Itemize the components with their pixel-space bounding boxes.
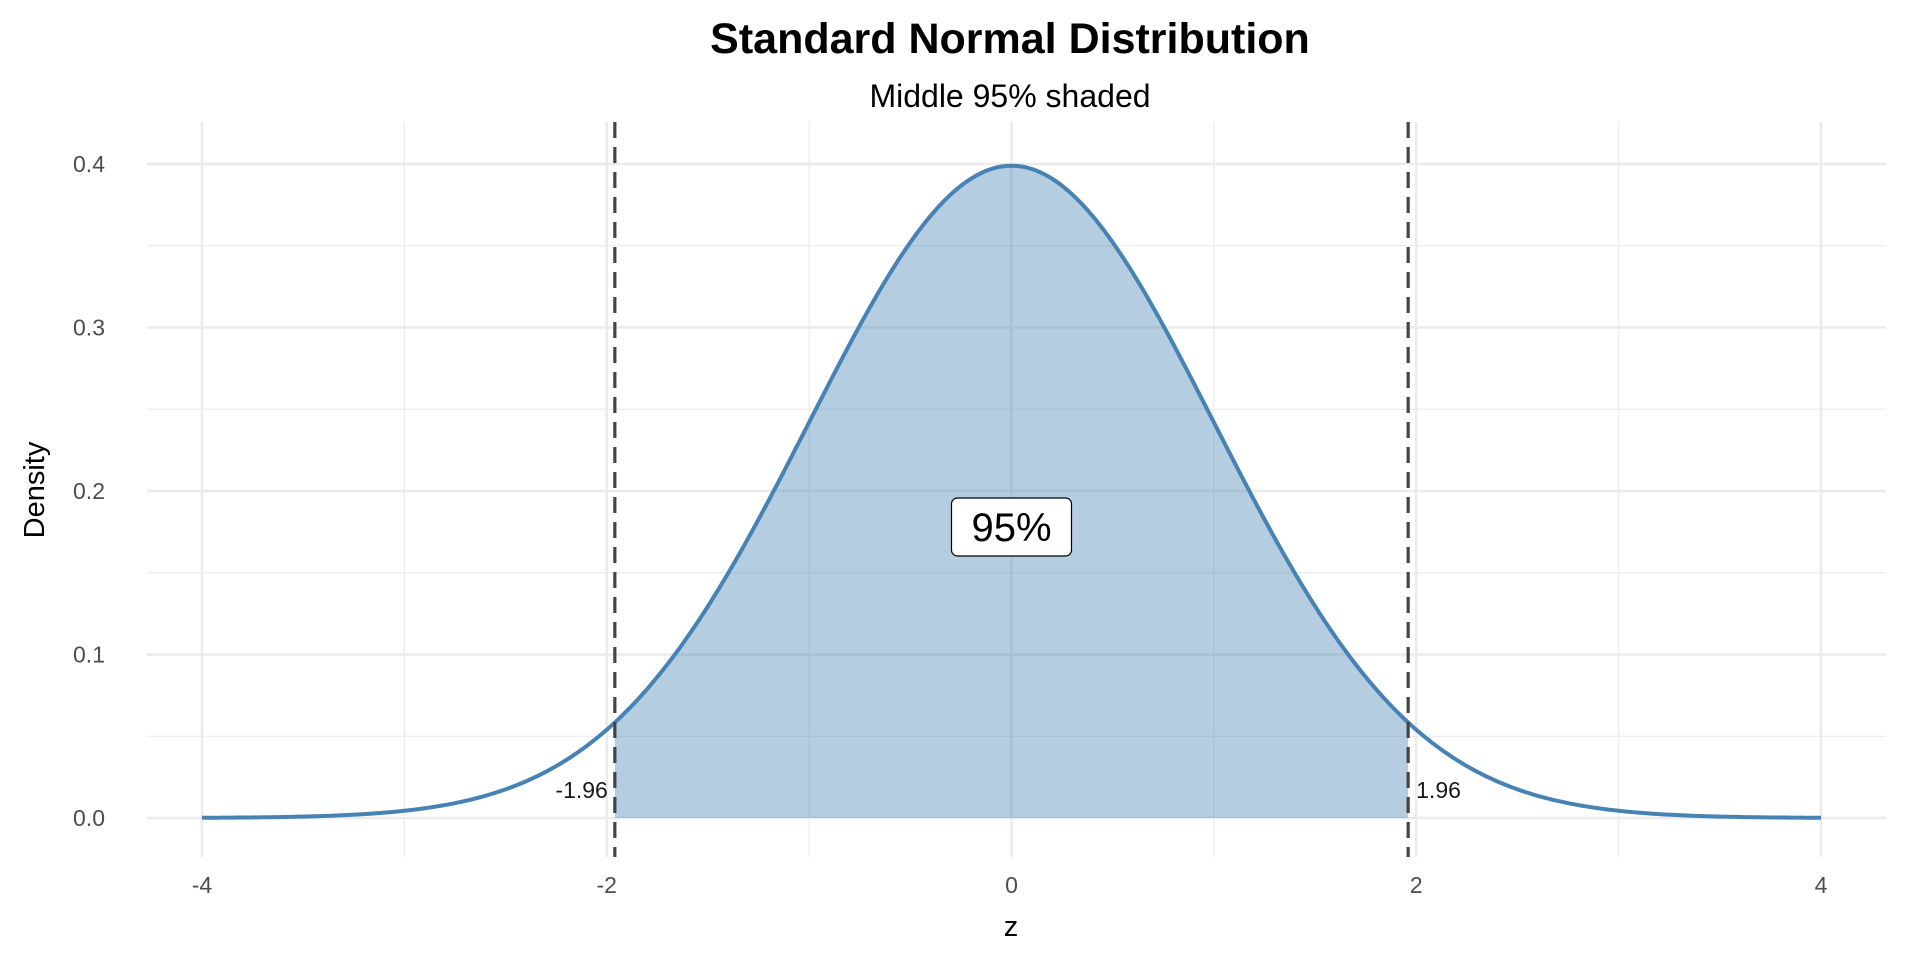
chart-title: Standard Normal Distribution [710,15,1310,63]
y-axis-title: Density [19,441,51,538]
x-tick-label: 4 [1815,872,1828,898]
chart-subtitle: Middle 95% shaded [869,78,1150,114]
critical-lines: -1.96 1.96 [555,122,1461,857]
x-axis-title: z [1004,911,1019,943]
critical-value-label: 1.96 [1416,777,1461,803]
x-tick-label: 2 [1410,872,1423,898]
x-tick-label: -4 [192,872,213,898]
y-tick-labels: 0.0 0.1 0.2 0.3 0.4 [73,151,105,831]
y-tick-label: 0.1 [73,642,105,668]
density-curve [201,163,1822,820]
x-tick-labels: -4 -2 0 2 4 [192,872,1828,898]
annotation-label: 95% [971,506,1051,550]
shaded-95-area [614,165,1409,819]
y-tick-label: 0.4 [73,151,105,177]
annotation: 95% [950,497,1073,557]
y-tick-label: 0.3 [73,315,105,341]
critical-value-label: -1.96 [555,777,607,803]
x-tick-label: 0 [1005,872,1018,898]
y-tick-label: 0.0 [73,805,105,831]
y-tick-label: 0.2 [73,478,105,504]
annotation-box [950,497,1073,557]
x-tick-label: -2 [597,872,617,898]
